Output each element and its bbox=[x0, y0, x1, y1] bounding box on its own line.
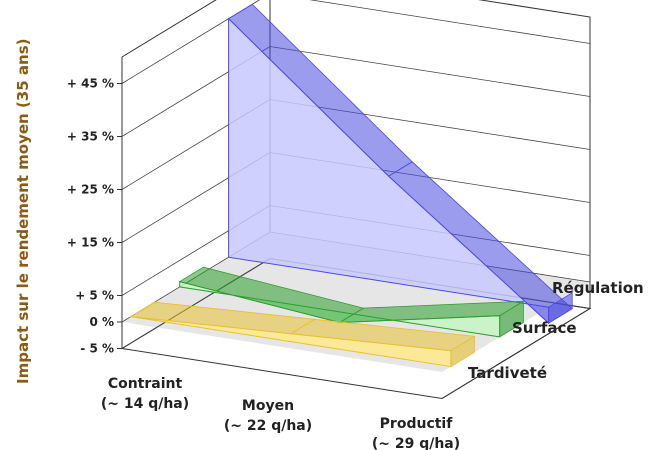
y-axis-ticks: - 5 % 0 % + 5 % + 15 % + 25 % + 35 % + 45 % bbox=[67, 77, 114, 356]
category-name: Moyen bbox=[242, 398, 294, 414]
series-axis-labels: Tardiveté Surface Régulation bbox=[441, 279, 644, 399]
series-axis-label: Tardiveté bbox=[468, 364, 547, 382]
series-end-face bbox=[548, 292, 573, 324]
category-yield: (~ 14 q/ha) bbox=[101, 396, 189, 412]
gridline bbox=[121, 0, 591, 84]
category-label: Productif (~ 29 q/ha) bbox=[372, 416, 460, 450]
depth-axis-line bbox=[441, 308, 591, 399]
series-end-face bbox=[450, 335, 476, 368]
y-tick-label: - 5 % bbox=[80, 342, 114, 356]
category-yield: (~ 29 q/ha) bbox=[372, 436, 460, 450]
series-axis-label: Surface bbox=[512, 319, 577, 337]
series-axis-label: Régulation bbox=[552, 279, 644, 297]
y-tick-label: + 15 % bbox=[67, 236, 114, 250]
series-surface bbox=[178, 266, 524, 338]
series-tardivet bbox=[129, 301, 476, 368]
series-rgulation bbox=[227, 3, 573, 325]
y-tick-label: + 5 % bbox=[75, 289, 114, 303]
category-label: Contraint (~ 14 q/ha) bbox=[101, 376, 189, 412]
y-tick-label: + 25 % bbox=[67, 183, 114, 197]
y-tick-label: 0 % bbox=[89, 315, 114, 329]
category-name: Contraint bbox=[108, 376, 183, 392]
category-name: Productif bbox=[380, 416, 454, 432]
x-axis-categories: Contraint (~ 14 q/ha) Moyen (~ 22 q/ha) Prod… bbox=[101, 376, 460, 450]
y-tick-label: + 35 % bbox=[67, 130, 114, 144]
y-axis-label: Impact sur le rendement moyen (35 ans) bbox=[14, 39, 32, 384]
series-end-face bbox=[499, 300, 524, 338]
category-label: Moyen (~ 22 q/ha) bbox=[224, 398, 312, 434]
category-yield: (~ 22 q/ha) bbox=[224, 418, 312, 434]
plot-area bbox=[129, 3, 573, 368]
y-tick-label: + 45 % bbox=[67, 77, 114, 91]
